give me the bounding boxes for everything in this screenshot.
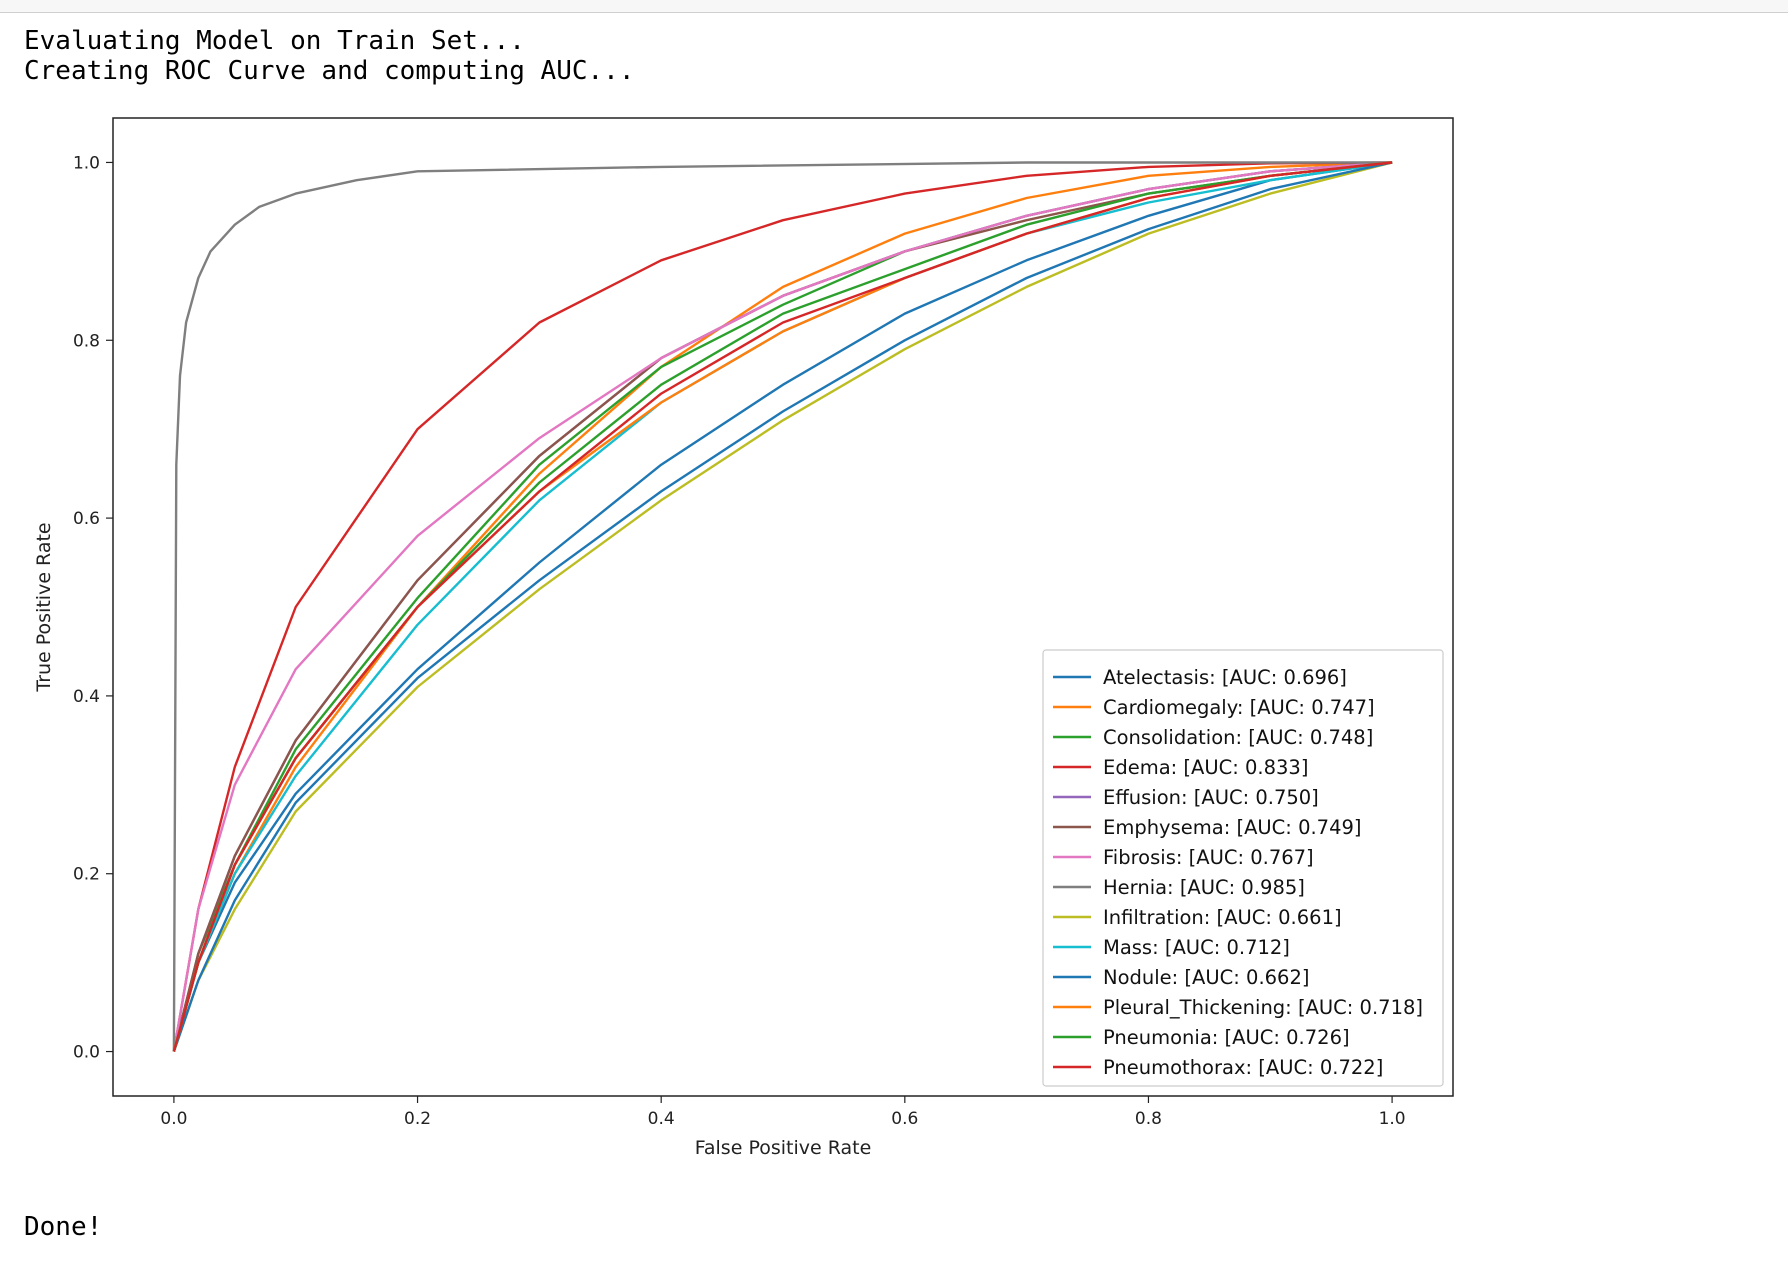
- legend-label-8: Infiltration: [AUC: 0.661]: [1103, 906, 1342, 929]
- legend-label-9: Mass: [AUC: 0.712]: [1103, 936, 1290, 959]
- legend-label-0: Atelectasis: [AUC: 0.696]: [1103, 666, 1347, 689]
- legend-label-2: Consolidation: [AUC: 0.748]: [1103, 726, 1373, 749]
- legend-label-11: Pleural_Thickening: [AUC: 0.718]: [1103, 996, 1423, 1019]
- legend-label-5: Emphysema: [AUC: 0.749]: [1103, 816, 1362, 839]
- y-tick-label: 0.2: [73, 865, 100, 885]
- legend-label-3: Edema: [AUC: 0.833]: [1103, 756, 1308, 779]
- series-line-10: [172, 161, 1393, 1052]
- legend: Atelectasis: [AUC: 0.696] Cardiomegaly: […: [1042, 649, 1444, 1087]
- x-tick-label: 0.0: [160, 1109, 187, 1129]
- series-lines-layer: [172, 161, 1393, 1052]
- y-tick-label: 0.8: [73, 331, 100, 351]
- output-line-roc: Creating ROC Curve and computing AUC...: [24, 56, 635, 86]
- x-tick-label: 0.8: [1135, 1109, 1162, 1129]
- series-line-7: [172, 161, 1393, 1052]
- x-tick-label: 0.4: [648, 1109, 675, 1129]
- x-axis-title: False Positive Rate: [695, 1137, 872, 1159]
- series-line-6: [172, 161, 1393, 1052]
- legend-label-4: Effusion: [AUC: 0.750]: [1103, 786, 1319, 809]
- y-tick-label: 0.6: [73, 509, 100, 529]
- roc-chart: 0.0 0.2 0.4 0.6 0.8 1.0 0.0 0.2 0.4 0.6 0.8 1.0 Fal…: [33, 117, 1454, 1159]
- output-line-evaluating: Evaluating Model on Train Set...: [24, 26, 525, 56]
- ticks-layer: 0.0 0.2 0.4 0.6 0.8 1.0 0.0 0.2 0.4 0.6 0.8 1.0: [73, 153, 1406, 1129]
- y-axis-title: True Positive Rate: [33, 522, 55, 692]
- x-tick-label: 1.0: [1379, 1109, 1406, 1129]
- y-tick-label: 0.0: [73, 1043, 100, 1063]
- plot-frame: [112, 117, 1454, 1097]
- y-tick-label: 0.4: [73, 687, 100, 707]
- series-line-13: [172, 161, 1393, 1052]
- cell-top-border: [0, 0, 1788, 13]
- x-tick-label: 0.2: [404, 1109, 431, 1129]
- series-line-0: [172, 161, 1393, 1052]
- legend-label-12: Pneumonia: [AUC: 0.726]: [1103, 1026, 1350, 1049]
- legend-label-7: Hernia: [AUC: 0.985]: [1103, 876, 1305, 899]
- legend-label-13: Pneumothorax: [AUC: 0.722]: [1103, 1056, 1383, 1079]
- x-tick-label: 0.6: [891, 1109, 918, 1129]
- series-line-8: [172, 161, 1393, 1052]
- legend-box: [1042, 649, 1444, 1087]
- legend-label-1: Cardiomegaly: [AUC: 0.747]: [1103, 696, 1375, 719]
- legend-label-6: Fibrosis: [AUC: 0.767]: [1103, 846, 1314, 869]
- output-line-done: Done!: [24, 1212, 103, 1242]
- y-tick-label: 1.0: [73, 153, 100, 173]
- series-line-3: [172, 161, 1393, 1052]
- legend-label-10: Nodule: [AUC: 0.662]: [1103, 966, 1309, 989]
